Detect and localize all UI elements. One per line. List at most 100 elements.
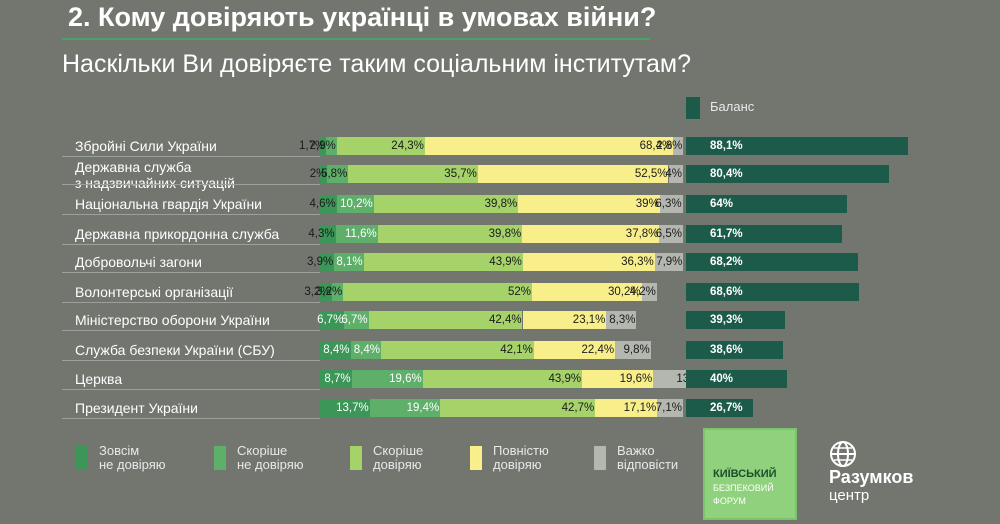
balance-label: 64% (710, 198, 734, 210)
balance-legend-label: Баланс (710, 99, 755, 114)
bar-segment-none (320, 311, 345, 329)
data-label: 22,4% (581, 344, 615, 356)
bar-segment-rather-not (327, 165, 349, 183)
bar-segment-rather-not (344, 311, 369, 329)
razumkov-logo-name: Разумков (829, 467, 914, 487)
data-label: 4% (665, 168, 682, 180)
bar-segment-none (320, 137, 327, 155)
bar-segment-fully (532, 283, 642, 301)
bar-segment-rather-not (369, 399, 441, 417)
bar-segment-rather-not (334, 253, 364, 271)
bar-segment-rather-trust (422, 370, 583, 388)
bar-segment-rather-trust (343, 283, 532, 301)
category-label: Церква (75, 371, 123, 387)
data-label: 2,8% (656, 140, 683, 152)
bar-segment-fully (533, 341, 616, 359)
data-label: 52% (507, 286, 531, 298)
bar-segment-rather-not (351, 370, 423, 388)
data-label: 30,2% (608, 286, 641, 298)
bar-segment-rather-not (335, 225, 378, 243)
data-label: 8,3% (609, 314, 636, 326)
bar-segment-rather-trust (363, 253, 523, 271)
forum-logo-line3: ФОРУМ (713, 496, 746, 506)
data-label: 43,9% (548, 373, 582, 385)
bar-segment-fully (518, 195, 660, 213)
data-label: 4,2% (629, 286, 656, 298)
slide-subtitle: Наскільки Ви довіряєте таким соціальним … (62, 50, 692, 78)
bar-segment-none (320, 195, 337, 213)
data-label: 6,3% (655, 198, 682, 210)
bar-segment-rather-trust (381, 341, 534, 359)
data-label: 3,2% (304, 286, 331, 298)
legend-label: Зовсім не довіряю (99, 443, 166, 472)
balance-label: 61,7% (710, 228, 743, 240)
forum-logo-line2: БЕЗПЕКОВИЙ (713, 483, 774, 493)
balance-bar (686, 311, 785, 329)
category-label: Волонтерські організації (75, 284, 234, 300)
balance-label: 40% (710, 373, 734, 385)
data-label: 8,1% (336, 256, 363, 268)
data-label: 11,6% (344, 228, 377, 240)
bar-segment-hard (659, 225, 683, 243)
data-label: 17,1% (623, 402, 657, 414)
data-label: 19,6% (619, 373, 653, 385)
bar-segment-fully (522, 253, 655, 271)
row-separator (62, 360, 320, 361)
row-separator (62, 184, 320, 185)
data-label: 6,7% (317, 314, 344, 326)
bar-segment-rather-not (336, 195, 374, 213)
bar-segment-none (320, 253, 335, 271)
data-label: 8,4% (353, 344, 380, 356)
balance-label: 88,1% (710, 140, 743, 152)
data-label: 5,8% (321, 168, 348, 180)
title-underline (62, 38, 650, 40)
data-label: 10,2% (340, 198, 373, 210)
data-label: 36,3% (621, 256, 654, 268)
data-label: 37,8% (625, 228, 659, 240)
data-label: 4,6% (309, 198, 336, 210)
data-label: 68,4% (639, 140, 673, 152)
bar-segment-rather-not (326, 137, 337, 155)
row-separator (62, 272, 320, 273)
category-label: Національна гвардія України (75, 196, 262, 212)
row-separator (62, 214, 320, 215)
balance-bar (686, 399, 754, 417)
data-label: 2% (309, 168, 327, 180)
data-label: 35,7% (444, 168, 477, 180)
data-label: 19,6% (389, 373, 422, 385)
bar-segment-fully (595, 399, 658, 417)
data-label: 52,5% (634, 168, 668, 180)
category-label: Державна прикордонна служба (75, 226, 280, 242)
balance-bar (686, 195, 848, 213)
balance-label: 38,6% (710, 344, 743, 356)
bar-segment-rather-trust (373, 195, 519, 213)
balance-label: 80,4% (710, 168, 743, 180)
bar-segment-none (320, 370, 352, 388)
bar-segment-fully (477, 165, 669, 183)
data-label: 8,7% (324, 373, 351, 385)
row-separator (62, 302, 320, 303)
data-label: 7,9% (656, 256, 683, 268)
balance-label: 39,3% (710, 314, 743, 326)
bar-segment-fully (522, 311, 607, 329)
bar-segment-hard (615, 341, 651, 359)
legend-swatch (594, 446, 606, 470)
kyiv-security-forum-logo: КИЇВСЬКИЙ БЕЗПЕКОВИЙ ФОРУМ (703, 428, 797, 520)
row-separator (62, 244, 320, 245)
bar-segment-hard (673, 137, 684, 155)
data-label: 43,9% (489, 256, 522, 268)
balance-label: 26,7% (710, 402, 743, 414)
bar-segment-rather-trust (377, 225, 523, 243)
data-label: 39,8% (488, 228, 522, 240)
globe-icon (830, 441, 856, 467)
data-label: 39,8% (484, 198, 518, 210)
bar-segment-hard (668, 165, 683, 183)
bar-segment-none (320, 399, 370, 417)
balance-bar (686, 370, 787, 388)
bar-segment-hard (606, 311, 637, 329)
category-label: Президент України (75, 400, 198, 416)
data-label: 1,7% (298, 140, 326, 152)
bar-segment-hard (641, 283, 657, 301)
data-label: 7,1% (655, 402, 682, 414)
